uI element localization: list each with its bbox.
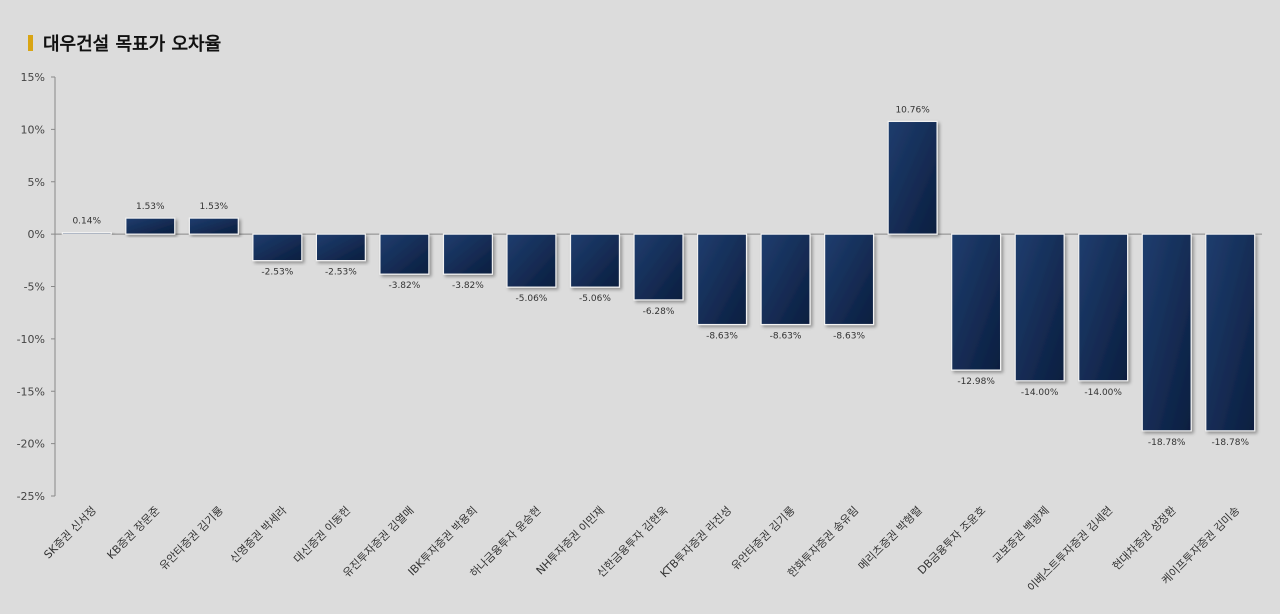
data-label: -14.00% — [1084, 388, 1122, 398]
category-label: 유안타증권 김기룡 — [729, 504, 798, 573]
bar — [442, 233, 493, 275]
data-label: 10.76% — [895, 105, 930, 115]
y-tick-label: 15% — [21, 71, 45, 84]
chart-title-text: 대우건설 목표가 오차율 — [43, 34, 222, 55]
chart-title: 대우건설 목표가 오차율 — [28, 30, 221, 56]
category-label: SK증권 신서정 — [41, 504, 98, 561]
y-tick-label: -10% — [17, 333, 45, 346]
data-label: -14.00% — [1021, 388, 1059, 398]
data-label: 0.14% — [72, 217, 101, 227]
bar — [379, 233, 430, 275]
y-tick-label: -25% — [17, 490, 45, 503]
category-label: IBK투자증권 박용희 — [406, 504, 480, 578]
y-tick-label: 0% — [28, 228, 45, 241]
bar — [315, 233, 366, 262]
data-label: -12.98% — [957, 377, 995, 387]
category-label: 한화투자증권 송유림 — [785, 504, 861, 580]
bar — [569, 233, 621, 288]
data-label: -18.78% — [1211, 438, 1249, 448]
category-label: 현대차증권 성정환 — [1110, 504, 1179, 573]
bar — [887, 120, 938, 235]
category-label: KB증권 장문준 — [105, 504, 163, 562]
bar — [1078, 233, 1129, 382]
bar — [188, 217, 239, 235]
data-label: 1.53% — [200, 202, 229, 212]
data-label: -2.53% — [325, 268, 357, 278]
data-label: -8.63% — [833, 332, 865, 342]
category-label: KTB투자증권 라진성 — [658, 504, 734, 580]
bar — [951, 233, 1002, 371]
data-label: -3.82% — [452, 281, 484, 291]
data-label: -2.53% — [261, 268, 293, 278]
bar — [506, 233, 557, 288]
y-tick-label: -15% — [17, 385, 45, 398]
title-marker-icon — [28, 35, 33, 51]
bar — [633, 233, 684, 301]
data-label: -3.82% — [388, 281, 420, 291]
data-label: -8.63% — [770, 332, 802, 342]
bar — [696, 233, 748, 326]
bar — [125, 217, 176, 235]
category-label: 유안타증권 김기룡 — [157, 504, 226, 573]
bar — [1205, 233, 1256, 432]
category-label: 메리츠증권 박형렬 — [856, 504, 925, 573]
data-labels: 0.14% 1.53% 1.53% -2.53% -2.53% -3.82% -3.82% -… — [72, 105, 1249, 447]
y-tick-label: 10% — [21, 123, 45, 136]
data-label: -6.28% — [643, 307, 675, 317]
category-label: 대신증권 이동헌 — [291, 504, 353, 566]
category-label: 신영증권 박세라 — [228, 504, 290, 566]
bar — [61, 232, 112, 235]
category-label: NH투자증권 이민재 — [534, 504, 607, 577]
data-label: -18.78% — [1148, 438, 1186, 448]
bar — [760, 233, 811, 326]
bar — [1014, 233, 1065, 382]
y-tick-label: -20% — [17, 438, 45, 451]
data-label: -8.63% — [706, 332, 738, 342]
category-label: 교보증권 백광제 — [990, 504, 1052, 566]
category-label: DB금융투자 조윤호 — [915, 504, 988, 577]
data-label: 1.53% — [136, 202, 165, 212]
y-tick-label: -5% — [24, 281, 45, 294]
bar — [1141, 233, 1192, 432]
bar — [252, 233, 303, 262]
y-tick-label: 5% — [28, 176, 45, 189]
bar — [824, 233, 875, 326]
data-label: -5.06% — [516, 294, 548, 304]
data-label: -5.06% — [579, 294, 611, 304]
bars — [61, 120, 1256, 432]
